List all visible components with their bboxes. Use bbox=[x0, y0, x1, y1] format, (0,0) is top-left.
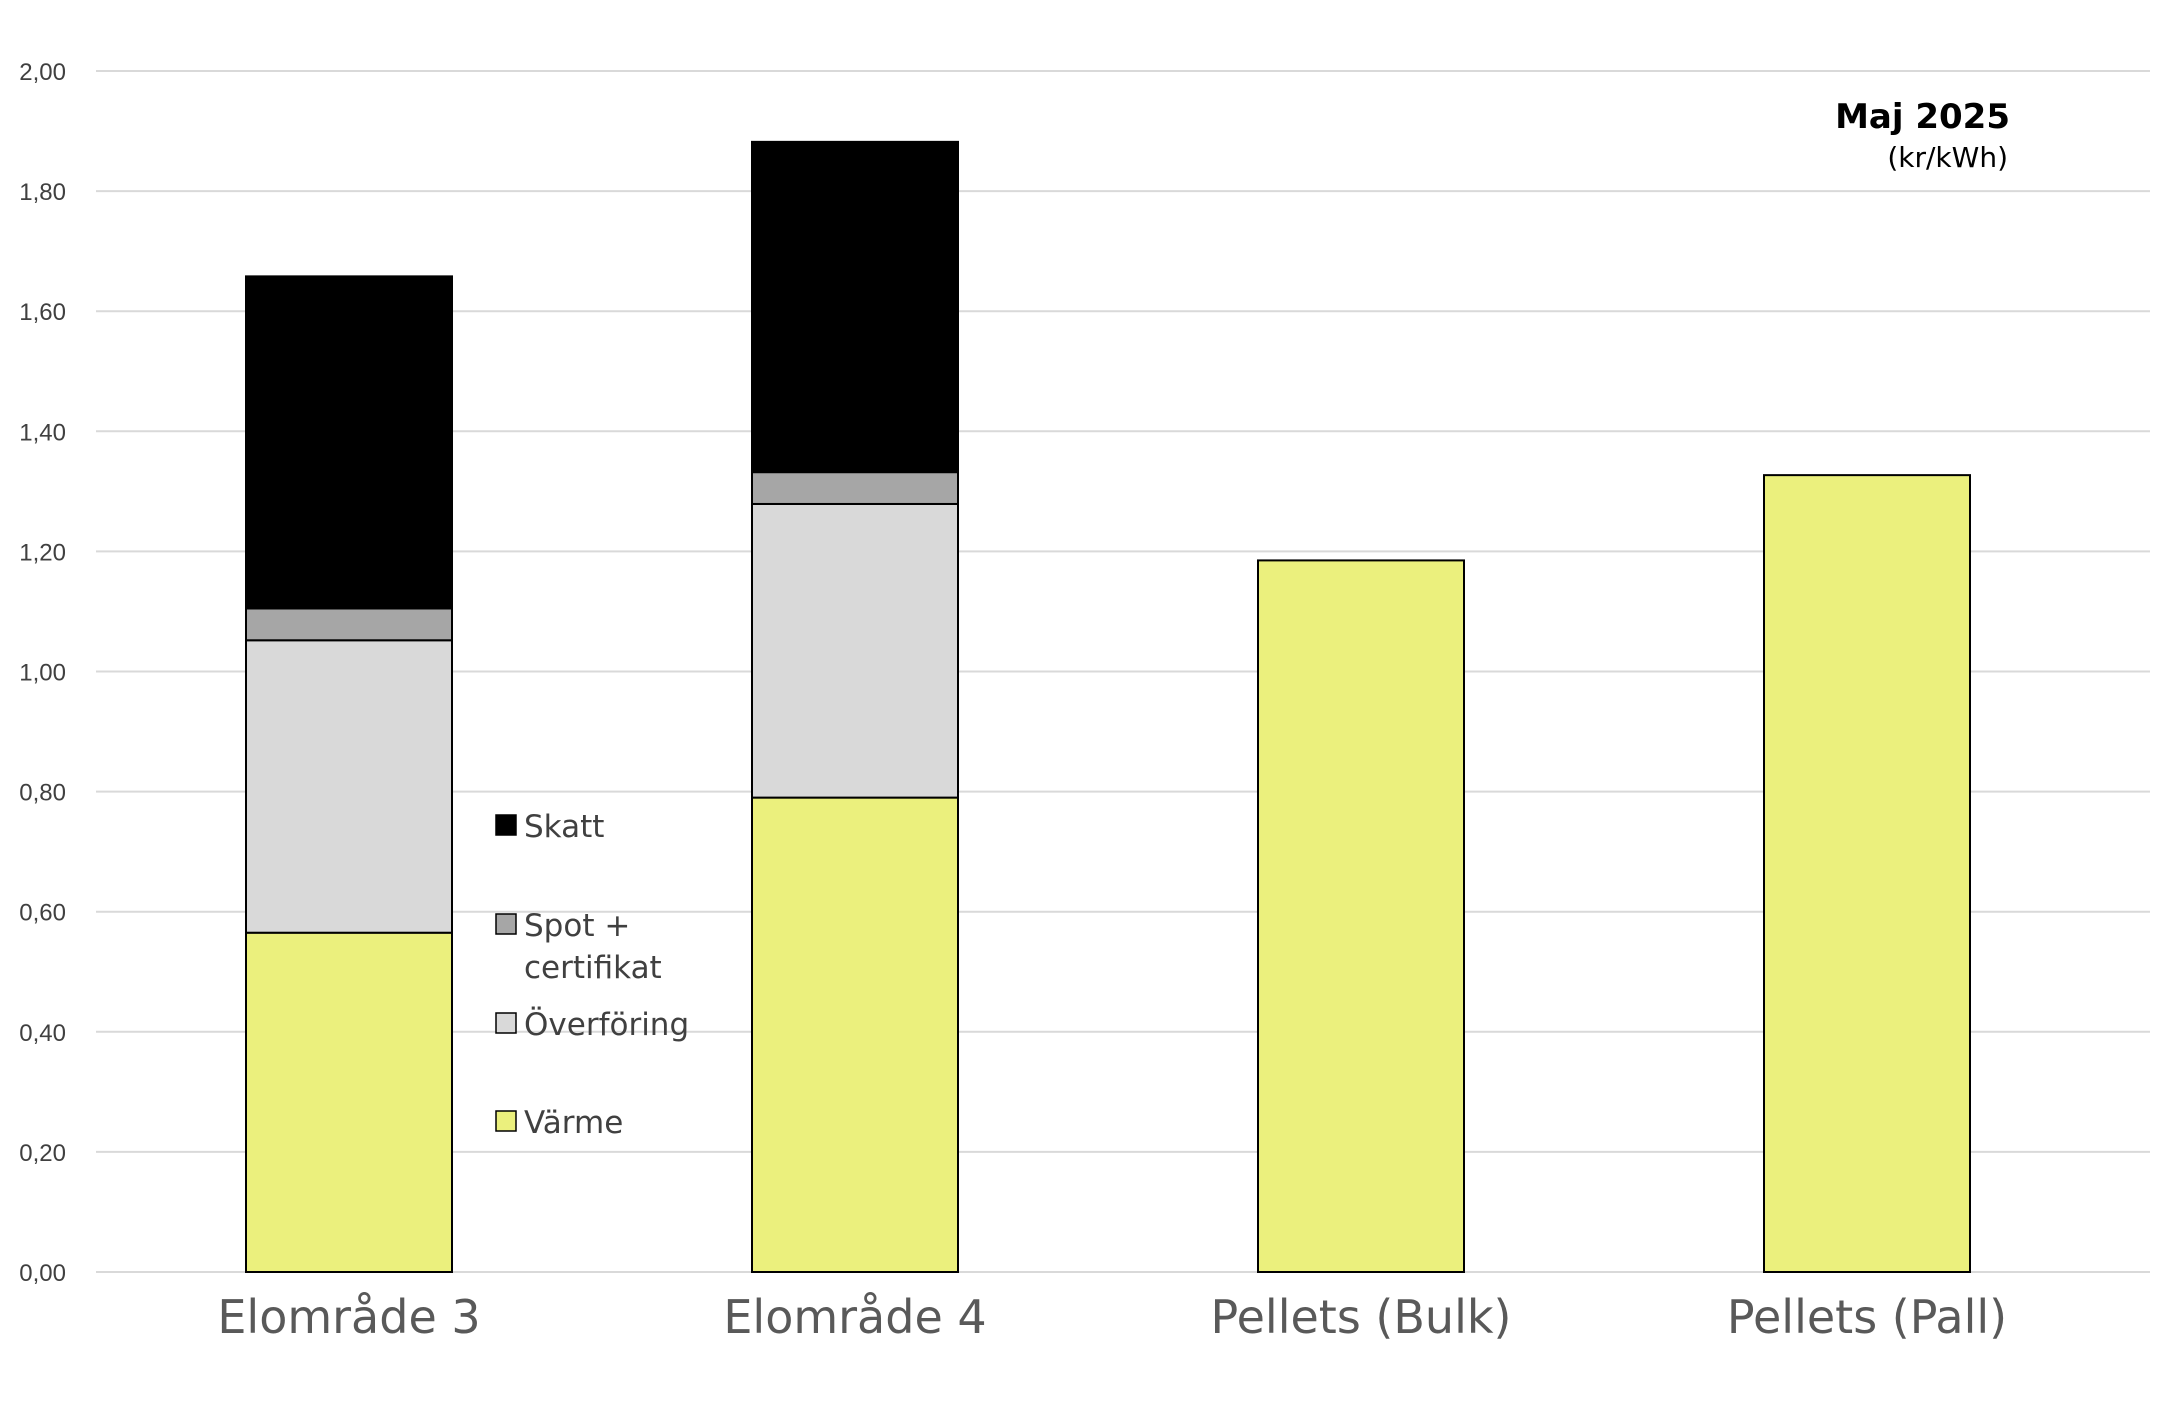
bars bbox=[245, 140, 1971, 1274]
legend-swatch bbox=[495, 913, 517, 935]
bar-segment bbox=[245, 275, 453, 610]
legend-label: Överföring bbox=[524, 1006, 689, 1043]
bar-segment bbox=[751, 796, 959, 1273]
x-category-label: Pellets (Bulk) bbox=[1211, 1290, 1512, 1344]
bar-segment bbox=[245, 931, 453, 1274]
y-tick-label: 1,80 bbox=[19, 179, 66, 206]
y-tick-label: 2,00 bbox=[19, 59, 66, 86]
bar-segment bbox=[1763, 474, 1971, 1274]
legend-label: Värme bbox=[524, 1105, 623, 1141]
chart-subtitle: (kr/kWh) bbox=[1887, 141, 2008, 174]
x-category-label: Pellets (Pall) bbox=[1727, 1290, 2007, 1344]
y-tick-label: 1,20 bbox=[19, 539, 66, 566]
bar-segment bbox=[1257, 559, 1465, 1273]
x-category-label: Elområde 4 bbox=[723, 1290, 986, 1344]
y-tick-label: 0,00 bbox=[19, 1260, 66, 1287]
legend-swatch bbox=[495, 814, 517, 836]
y-tick-label: 1,60 bbox=[19, 299, 66, 326]
legend-label: Skatt bbox=[524, 809, 604, 845]
bar-segment bbox=[751, 502, 959, 799]
y-axis-tick-labels: 0,00 0,20 0,40 0,60 0,80 1,00 1,20 1,40 1,60 1,80… bbox=[19, 59, 66, 1287]
legend-swatch bbox=[495, 1012, 517, 1034]
bar-segment bbox=[245, 639, 453, 934]
legend-label: Spot + certifikat bbox=[524, 908, 662, 986]
chart-title: Maj 2025 bbox=[1835, 97, 2010, 137]
x-category-label: Elområde 3 bbox=[217, 1290, 480, 1344]
y-tick-label: 0,80 bbox=[19, 780, 66, 807]
bar-segment bbox=[751, 140, 959, 474]
x-axis-category-labels: Elområde 3 Elområde 4 Pellets (Bulk) Pellet… bbox=[217, 1290, 2007, 1344]
legend: Skatt Spot + certifikat Överföring Värme bbox=[495, 809, 689, 1141]
y-tick-label: 1,00 bbox=[19, 660, 66, 687]
y-tick-label: 0,40 bbox=[19, 1020, 66, 1047]
y-tick-label: 0,60 bbox=[19, 900, 66, 927]
bar-segment bbox=[751, 471, 959, 505]
legend-swatch bbox=[495, 1110, 517, 1132]
y-tick-label: 0,20 bbox=[19, 1140, 66, 1167]
y-tick-label: 1,40 bbox=[19, 419, 66, 446]
bar-segment bbox=[245, 607, 453, 642]
